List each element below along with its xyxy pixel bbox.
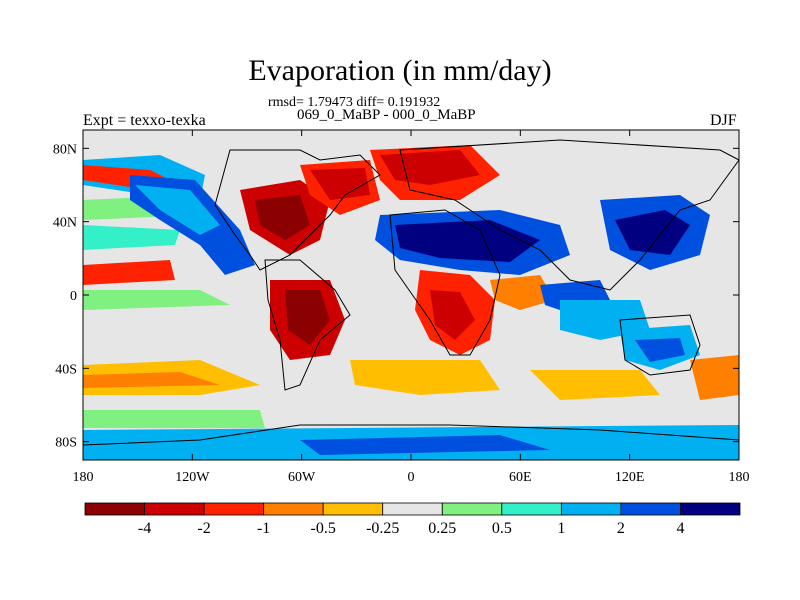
longitude-axis: 180 120W 60W 0 60E 120E 180	[73, 130, 750, 485]
contour-region	[635, 338, 685, 362]
contour-region	[310, 168, 370, 200]
latitude-axis: 80N 40N 0 40S 80S	[53, 142, 739, 451]
lon-tick-label: 60W	[288, 470, 316, 485]
continent-outlines	[83, 139, 739, 446]
lon-tick-label: 180	[73, 470, 94, 485]
contour-region	[83, 372, 220, 388]
contour-region	[255, 195, 310, 240]
colorbar-swatch	[263, 502, 324, 516]
colorbar-label: 0.25	[428, 520, 456, 537]
contour-region	[83, 260, 175, 285]
lat-tick-label: 80N	[53, 142, 77, 157]
colorbar-label: 4	[676, 520, 684, 537]
contour-region	[285, 290, 330, 345]
colorbar: -4 -2 -1 -0.5 -0.25 0.25 0.5 1 2 4	[84, 502, 741, 537]
lon-tick-label: 120W	[175, 470, 210, 485]
colorbar-label: -0.25	[366, 520, 399, 537]
lat-tick-label: 0	[70, 289, 77, 304]
lon-tick-label: 180	[729, 470, 750, 485]
colorbar-swatch	[501, 502, 562, 516]
contour-region	[350, 360, 500, 395]
contour-region	[300, 435, 550, 455]
lat-tick-label: 40N	[53, 216, 77, 231]
contour-region	[83, 410, 265, 428]
contour-region	[530, 370, 660, 400]
plot-title: Evaporation (in mm/day)	[248, 54, 552, 87]
contour-region	[83, 290, 230, 310]
contour-region	[395, 220, 540, 262]
colorbar-swatch	[84, 502, 145, 516]
colorbar-swatch	[144, 502, 205, 516]
colorbar-label: -0.5	[311, 520, 336, 537]
africa-outline	[389, 209, 501, 356]
colorbar-swatch	[441, 502, 503, 516]
colorbar-label: -4	[138, 520, 151, 537]
contour-region	[490, 275, 555, 310]
statistics-subtitle: rmsd= 1.79473 diff= 0.191932	[268, 95, 441, 110]
contour-region	[380, 150, 480, 185]
season-label: DJF	[710, 112, 737, 129]
experiment-label: Expt = texxo-texka	[83, 112, 206, 129]
eurasia-outline	[399, 139, 739, 291]
north-america-outline	[214, 149, 381, 271]
colorbar-swatch	[203, 502, 265, 516]
south-america-outline	[264, 259, 351, 391]
contour-field	[83, 130, 739, 460]
contour-region	[83, 225, 180, 250]
contour-region	[135, 185, 220, 235]
colorbar-label: -1	[257, 520, 270, 537]
colorbar-label: 0.5	[492, 520, 512, 537]
colorbar-label: 2	[617, 520, 625, 537]
lon-tick-label: 120E	[615, 470, 645, 485]
lon-tick-label: 0	[408, 470, 415, 485]
colorbar-label: 1	[557, 520, 565, 537]
colorbar-swatch	[680, 502, 741, 516]
lat-tick-label: 80S	[55, 436, 77, 451]
comparison-label: 069_0_MaBP - 000_0_MaBP	[297, 107, 476, 123]
contour-region	[690, 355, 739, 400]
lon-tick-label: 60E	[509, 470, 532, 485]
australia-outline	[619, 314, 701, 376]
lat-tick-label: 40S	[55, 362, 77, 377]
colorbar-swatch	[322, 502, 384, 516]
colorbar-label: -2	[197, 520, 210, 537]
colorbar-swatch	[560, 502, 622, 516]
contour-region	[430, 290, 475, 340]
colorbar-swatch	[382, 502, 443, 516]
antarctica-outline	[83, 424, 739, 446]
colorbar-swatch	[620, 502, 681, 516]
